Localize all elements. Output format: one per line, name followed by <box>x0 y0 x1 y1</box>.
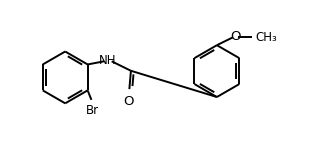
Text: NH: NH <box>99 54 116 67</box>
Text: O: O <box>124 95 134 108</box>
Text: Br: Br <box>85 104 99 117</box>
Text: O: O <box>230 30 241 43</box>
Text: CH₃: CH₃ <box>256 31 277 44</box>
